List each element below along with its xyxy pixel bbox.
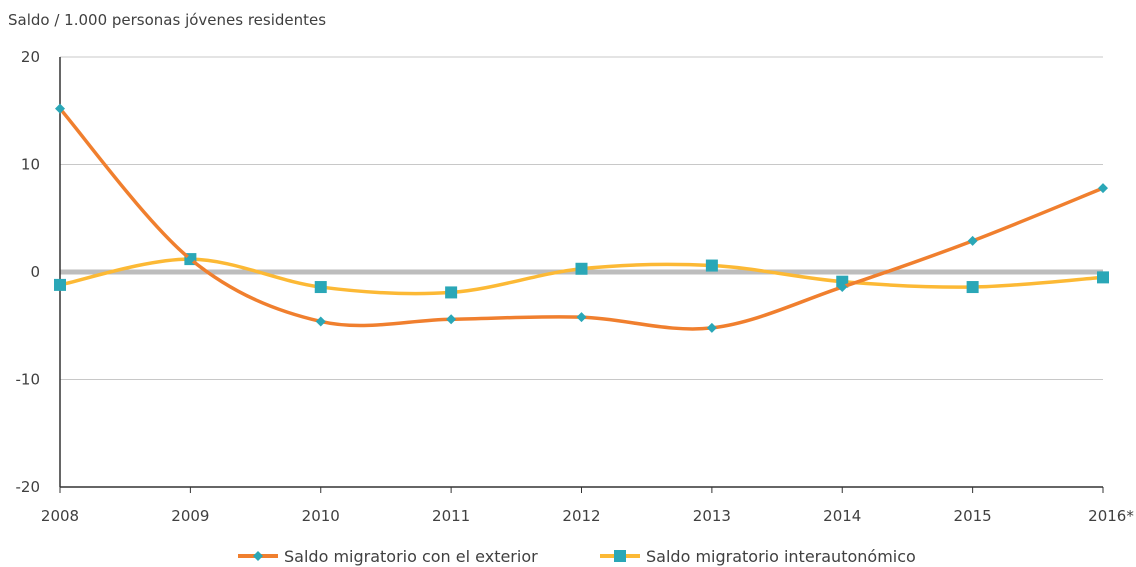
x-tick-label: 2012: [562, 507, 600, 525]
x-tick-label: 2011: [432, 507, 470, 525]
legend-item: Saldo migratorio con el exterior: [238, 547, 538, 566]
data-point-diamond: [706, 322, 717, 333]
series-2: [54, 253, 1109, 299]
x-tick-label: 2016*: [1088, 507, 1134, 525]
y-tick-label: -20: [16, 478, 41, 496]
x-tick-label: 2008: [41, 507, 79, 525]
x-tick-label: 2015: [954, 507, 992, 525]
data-point-square: [314, 281, 327, 294]
x-tick-label: 2010: [302, 507, 340, 525]
legend: Saldo migratorio con el exterior Saldo mi…: [238, 547, 916, 566]
x-tick-label: 2013: [693, 507, 731, 525]
legend-item: Saldo migratorio interautonómico: [600, 547, 916, 566]
data-point-square: [705, 259, 718, 272]
data-point-diamond: [576, 312, 587, 323]
y-tick-label: 10: [21, 156, 40, 174]
legend-label: Saldo migratorio interautonómico: [646, 547, 916, 566]
y-tick-label: 20: [21, 48, 40, 66]
y-axis-ticks: 20 10 0 -10 -20: [16, 48, 41, 496]
y-axis-label: Saldo / 1.000 personas jóvenes residente…: [8, 11, 326, 29]
data-point-diamond: [55, 103, 65, 114]
x-tick-label: 2009: [171, 507, 209, 525]
data-point-square: [54, 278, 66, 291]
data-point-diamond: [446, 314, 457, 325]
legend-marker: [253, 551, 263, 561]
x-tick-label: 2014: [823, 507, 861, 525]
y-tick-label: 0: [30, 263, 40, 281]
legend-marker: [614, 550, 626, 562]
data-point-diamond: [1098, 183, 1108, 194]
data-point-diamond: [837, 282, 848, 293]
data-point-square: [575, 262, 588, 275]
data-point-square: [445, 286, 458, 299]
series-layer: [54, 103, 1109, 333]
data-point-square: [1097, 271, 1109, 284]
series-1: [55, 103, 1108, 333]
y-tick-label: -10: [16, 371, 41, 389]
legend-label: Saldo migratorio con el exterior: [284, 547, 538, 566]
x-axis: 2008 2009 2010 2011 2012 2013 2014 2015 2016*: [41, 57, 1134, 525]
data-point-diamond: [185, 254, 196, 265]
data-point-diamond: [315, 316, 326, 327]
data-point-square: [966, 281, 979, 294]
data-point-diamond: [967, 235, 978, 246]
series-line: [58, 107, 1104, 331]
